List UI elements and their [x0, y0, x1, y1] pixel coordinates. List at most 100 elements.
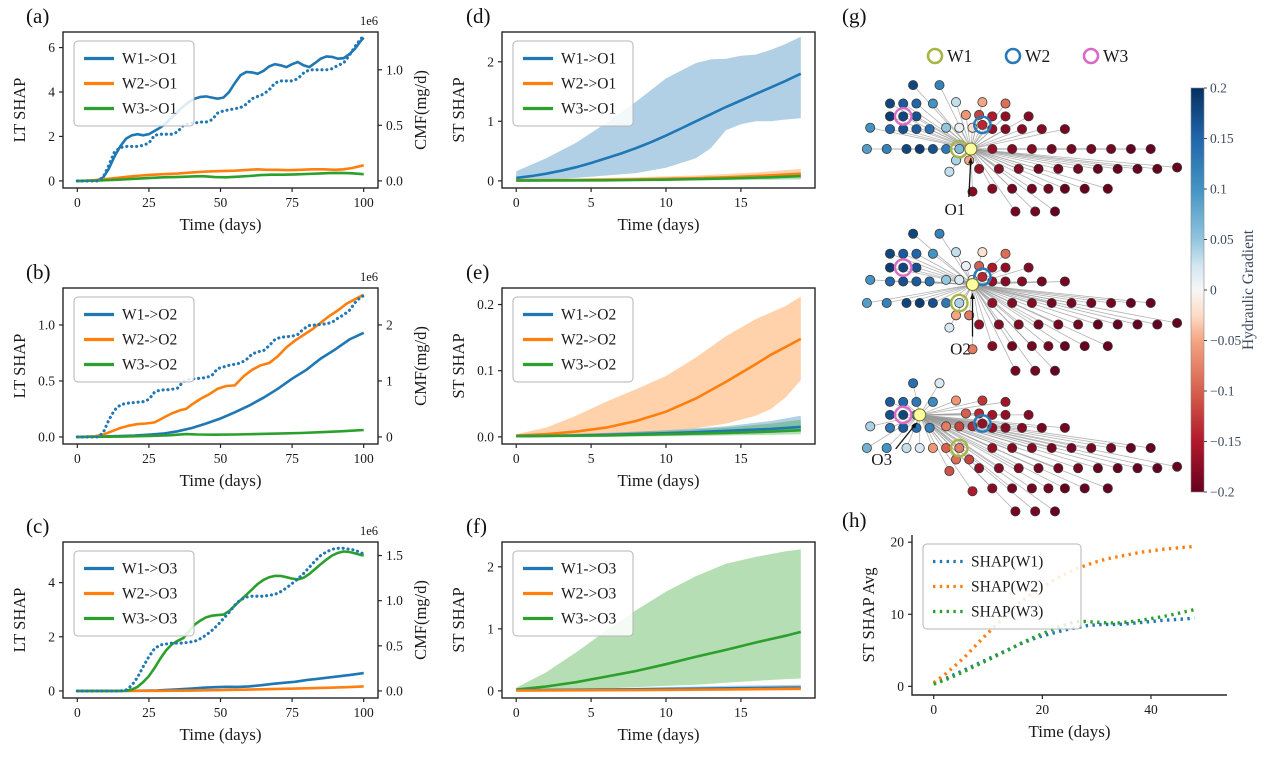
- svg-text:0: 0: [74, 451, 81, 466]
- well-node: [911, 396, 922, 407]
- well-node: [911, 248, 922, 259]
- panel-label-c: (c): [26, 514, 50, 538]
- outlet-node-O3: [913, 408, 927, 422]
- series-W2->O2: [77, 293, 365, 439]
- panel-a: 0 25 50 75 100 0 2 4 6 0.0 0.5 1.0 1e6 CMF(mg/d) Time …: [10, 14, 430, 234]
- well-node: [1152, 163, 1163, 174]
- band-W1->O1: [516, 36, 801, 181]
- well-node: [954, 122, 965, 133]
- svg-text:1: 1: [386, 373, 393, 388]
- svg-text:W2->O1: W2->O1: [122, 76, 177, 93]
- well-node: [927, 396, 938, 407]
- well-node: [1007, 341, 1018, 352]
- series-W1->O1: [77, 36, 365, 183]
- well-node: [885, 111, 896, 122]
- well-node: [1000, 276, 1011, 287]
- svg-text:15: 15: [734, 451, 748, 466]
- svg-text:CMF(mg/d): CMF(mg/d): [411, 70, 430, 150]
- well-node: [951, 97, 962, 108]
- well-node: [865, 122, 876, 133]
- svg-text:Time (days): Time (days): [617, 725, 699, 744]
- well-node: [987, 297, 998, 308]
- well-node: [1086, 297, 1097, 308]
- ring-W2: [973, 267, 992, 287]
- svg-text:CMF(mg/d): CMF(mg/d): [411, 580, 430, 660]
- svg-text:O2: O2: [950, 340, 971, 359]
- well-node: [1059, 276, 1070, 287]
- svg-text:1.0: 1.0: [38, 317, 55, 332]
- svg-text:W3->O1: W3->O1: [122, 101, 177, 118]
- svg-text:ST SHAP: ST SHAP: [449, 587, 468, 652]
- svg-text:0: 0: [487, 683, 494, 698]
- well-node: [974, 463, 985, 474]
- well-node: [1079, 183, 1090, 194]
- well-node: [1017, 422, 1028, 433]
- well-node: [954, 442, 965, 453]
- well-node: [881, 143, 892, 154]
- well-node: [967, 486, 978, 497]
- svg-text:Time (days): Time (days): [1028, 722, 1110, 741]
- well-node: [1086, 143, 1097, 154]
- well-node: [1066, 143, 1077, 154]
- panel-label-f: (f): [466, 514, 487, 538]
- well-node: [1000, 262, 1011, 273]
- well-node: [951, 395, 962, 406]
- well-node: [1050, 365, 1061, 376]
- well-node: [1033, 319, 1044, 330]
- svg-text:1.0: 1.0: [386, 62, 403, 77]
- svg-text:0.5: 0.5: [386, 118, 403, 133]
- well-node: [1145, 442, 1156, 453]
- svg-text:W1->O3: W1->O3: [122, 561, 177, 578]
- svg-text:10: 10: [891, 607, 905, 622]
- well-node: [1092, 163, 1103, 174]
- well-node: [1007, 297, 1018, 308]
- svg-text:SHAP(W3): SHAP(W3): [971, 604, 1043, 621]
- well-node: [960, 408, 971, 419]
- svg-text:0.1: 0.1: [1210, 182, 1227, 197]
- well-node: [1036, 276, 1047, 287]
- svg-text:10: 10: [659, 705, 673, 720]
- well-node: [865, 274, 876, 285]
- svg-text:0: 0: [513, 451, 520, 466]
- well-node: [954, 143, 965, 154]
- well-node: [944, 466, 955, 477]
- well-node: [1000, 111, 1011, 122]
- ring-W2: [973, 414, 992, 433]
- colorbar: [1190, 87, 1205, 493]
- svg-text:0.2: 0.2: [477, 297, 494, 312]
- well-node: [911, 111, 922, 122]
- svg-text:15: 15: [734, 195, 748, 210]
- svg-text:W2->O3: W2->O3: [122, 586, 177, 603]
- well-node: [1073, 463, 1084, 474]
- svg-text:0: 0: [386, 429, 393, 444]
- well-node: [1059, 483, 1070, 494]
- well-node: [1026, 483, 1037, 494]
- well-node: [993, 319, 1004, 330]
- svg-text:100: 100: [354, 705, 375, 720]
- well-node: [944, 166, 955, 177]
- svg-text:40: 40: [1144, 702, 1158, 717]
- svg-text:0: 0: [487, 173, 494, 188]
- well-node: [1145, 297, 1156, 308]
- well-node: [1033, 163, 1044, 174]
- well-node: [914, 297, 925, 308]
- well-node: [954, 274, 965, 285]
- well-node: [1112, 163, 1123, 174]
- svg-text:0.0: 0.0: [386, 683, 403, 698]
- well-node: [898, 98, 909, 109]
- well-node: [1086, 442, 1097, 453]
- svg-text:O3: O3: [871, 450, 892, 469]
- well-node: [954, 421, 965, 432]
- panel-label-e: (e): [466, 260, 490, 284]
- svg-text:LT SHAP: LT SHAP: [10, 334, 29, 399]
- well-node: [977, 97, 988, 108]
- well-node: [977, 247, 988, 258]
- svg-text:Time (days): Time (days): [617, 471, 699, 490]
- well-marker-W3: [1082, 47, 1100, 65]
- series-W2->O1: [77, 164, 364, 183]
- well-node: [885, 276, 896, 287]
- well-node: [898, 262, 909, 273]
- panel-c: 0 25 50 75 100 0 2 4 0.0 0.5 1.0 1.5 1e6 CMF(mg/d) Tim…: [10, 524, 430, 744]
